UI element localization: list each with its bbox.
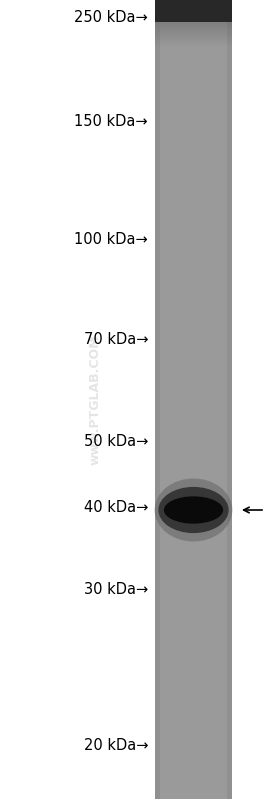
Text: 40 kDa→: 40 kDa→ [84, 499, 148, 515]
Ellipse shape [155, 479, 232, 542]
Ellipse shape [164, 496, 223, 523]
Bar [155, 42, 232, 44]
Bar [155, 38, 232, 40]
Bar [155, 24, 232, 26]
Bar [227, 0, 232, 799]
Bar [155, 32, 232, 34]
Text: 70 kDa→: 70 kDa→ [83, 332, 148, 348]
Text: 20 kDa→: 20 kDa→ [83, 737, 148, 753]
Bar [155, 0, 160, 799]
Text: 100 kDa→: 100 kDa→ [74, 233, 148, 248]
Bar [155, 36, 232, 38]
Bar [155, 28, 232, 30]
Bar [155, 22, 232, 24]
Bar [155, 44, 232, 46]
Text: 150 kDa→: 150 kDa→ [74, 114, 148, 129]
Text: 50 kDa→: 50 kDa→ [84, 435, 148, 450]
Bar [155, 0, 232, 22]
Bar [155, 40, 232, 42]
Bar [155, 26, 232, 28]
Text: www.PTGLAB.COM: www.PTGLAB.COM [88, 335, 101, 465]
Ellipse shape [158, 487, 229, 533]
Bar [155, 34, 232, 36]
Text: 250 kDa→: 250 kDa→ [74, 10, 148, 26]
Bar [155, 0, 232, 799]
Bar [155, 30, 232, 32]
Text: 30 kDa→: 30 kDa→ [84, 582, 148, 598]
